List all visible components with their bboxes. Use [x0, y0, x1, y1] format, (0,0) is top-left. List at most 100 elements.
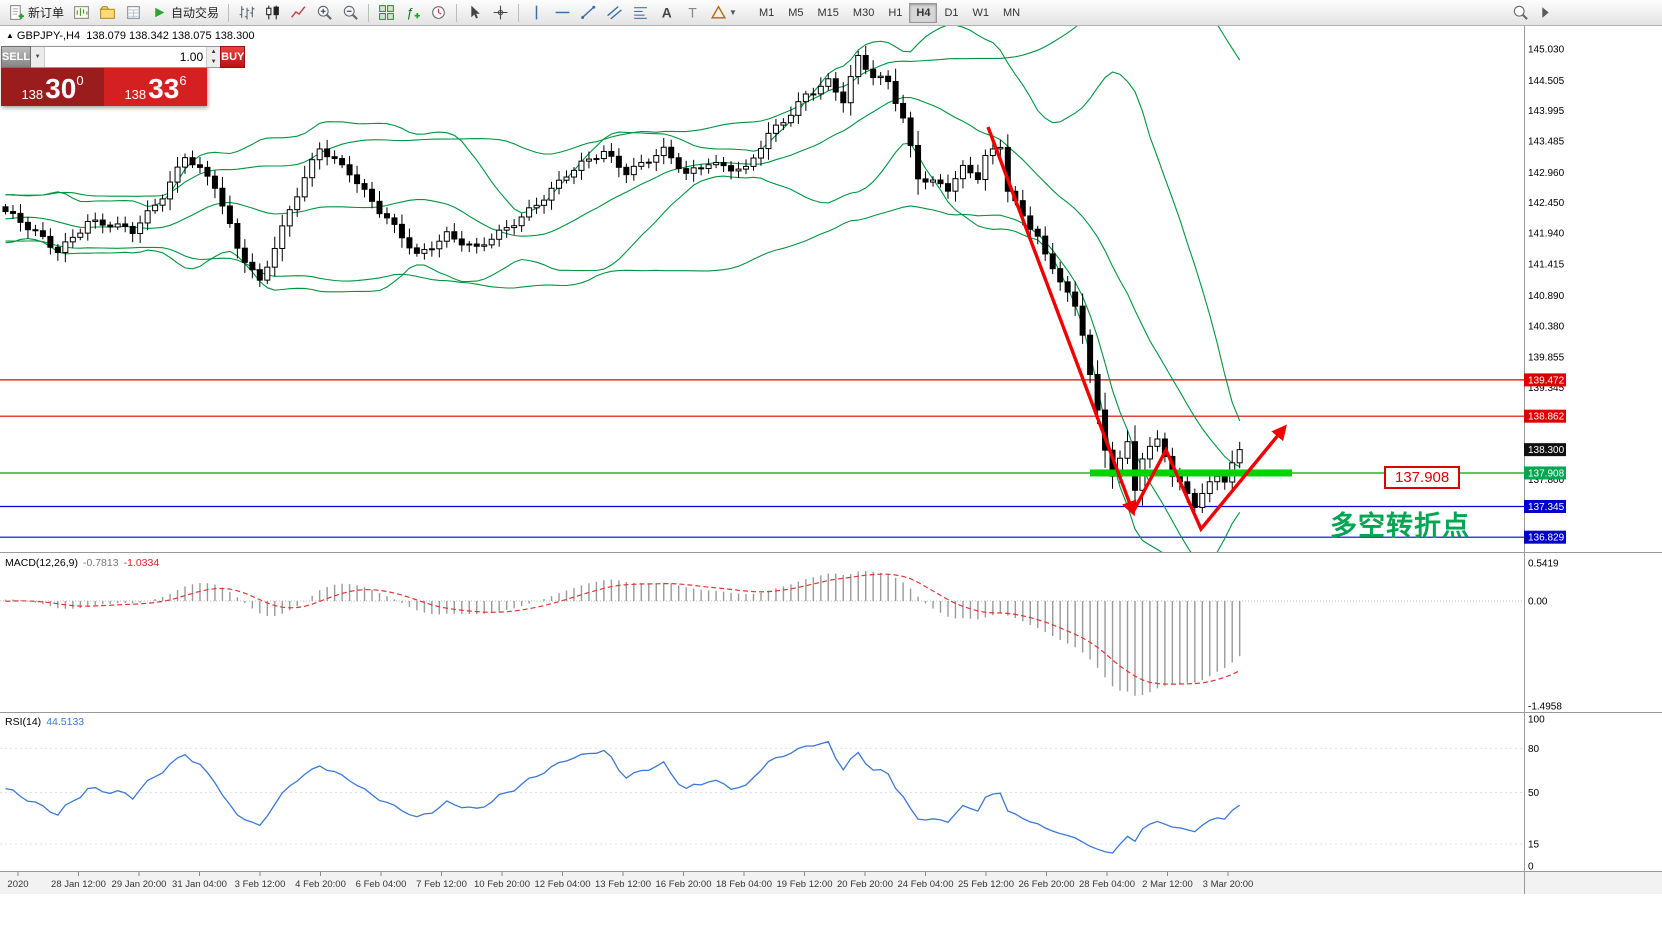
candlestick-chart-icon — [266, 5, 279, 20]
shapes-button[interactable]: ▼ — [706, 1, 741, 25]
fibonacci-icon — [634, 7, 647, 19]
macd-axis-label: 0.5419 — [1528, 559, 1559, 570]
price-axis-label: 140.380 — [1528, 321, 1565, 332]
trend-arrow-up[interactable] — [1131, 424, 1287, 533]
buy-price-sup: 6 — [179, 73, 187, 88]
toolbar: 新订单 自动交易 ƒ — [0, 0, 1662, 26]
timeframe-h4[interactable]: H4 — [909, 2, 938, 23]
support-highlight-bar[interactable] — [1090, 469, 1292, 477]
time-axis-label: 31 Jan 04:00 — [172, 879, 227, 890]
time-axis-label: 29 Jan 20:00 — [112, 879, 167, 890]
volume-input[interactable] — [45, 47, 207, 67]
equidistant-channel-button[interactable] — [602, 1, 627, 25]
time-axis-label: 10 Feb 20:00 — [474, 879, 530, 890]
zoom-out-button[interactable] — [338, 1, 363, 25]
profiles-button[interactable] — [95, 1, 120, 25]
text-label-icon: T — [688, 4, 697, 20]
sell-price-sup: 0 — [76, 73, 84, 88]
expand-button[interactable] — [1533, 1, 1558, 25]
cursor-button[interactable] — [462, 1, 487, 25]
one-click-trading-panel: SELL ▼ ▲ ▼ BUY 138 30 0 138 33 6 — [1, 46, 246, 106]
trend-arrow-down[interactable] — [986, 126, 1137, 517]
zoom-in-button[interactable] — [312, 1, 337, 25]
macd-label: MACD(12,26,9) -0.7813 -1.0334 — [5, 557, 159, 569]
line-chart-icon — [291, 6, 306, 18]
line-chart-button[interactable] — [286, 1, 311, 25]
volume-field: ▼ ▲ ▼ — [31, 46, 221, 68]
tile-windows-button[interactable] — [374, 1, 399, 25]
bollinger-band-line — [5, 205, 1192, 552]
timeframe-m5[interactable]: M5 — [788, 6, 804, 19]
trendline-button[interactable] — [576, 1, 601, 25]
time-axis-label: 24 Feb 04:00 — [898, 879, 954, 890]
indicator-list-button[interactable]: ƒ — [400, 1, 425, 25]
symbol-ohlc: 138.079 138.342 138.075 138.300 — [86, 30, 255, 42]
toolbar-right-group — [1508, 1, 1558, 25]
volume-down-button[interactable]: ▼ — [207, 57, 221, 67]
buy-price-display[interactable]: 138 33 6 — [104, 68, 207, 106]
timeframe-mn[interactable]: MN — [1003, 6, 1021, 19]
price-axis-label: 139.855 — [1528, 353, 1565, 364]
sell-button[interactable]: SELL — [1, 46, 32, 68]
time-axis-label: 19 Feb 12:00 — [777, 879, 833, 890]
time-axis-label: 4 Feb 20:00 — [295, 879, 346, 890]
svg-text:137.345: 137.345 — [1528, 502, 1565, 513]
trendline-icon — [581, 5, 596, 19]
price-axis-label: 142.450 — [1528, 198, 1565, 209]
vertical-line-button[interactable] — [524, 1, 549, 25]
rsi-value: 44.5133 — [46, 716, 85, 728]
rsi-axis-label: 100 — [1528, 715, 1545, 726]
price-axis-label: 137.800 — [1528, 475, 1565, 486]
macd-signal-value: -1.0334 — [123, 557, 160, 569]
macd-histogram — [4, 571, 1241, 696]
auto-trading-icon — [155, 7, 165, 18]
auto-trading-button[interactable]: 自动交易 — [147, 1, 223, 25]
search-button[interactable] — [1508, 1, 1533, 25]
new-order-button[interactable]: 新订单 — [4, 1, 68, 25]
crosshair-button[interactable] — [488, 1, 513, 25]
period-clock-icon — [432, 6, 445, 19]
fibonacci-button[interactable] — [628, 1, 653, 25]
price-tag — [1524, 466, 1566, 480]
time-axis-label: 16 Feb 20:00 — [656, 879, 712, 890]
timeframe-w1[interactable]: W1 — [972, 6, 990, 19]
auto-trading-label: 自动交易 — [171, 6, 220, 20]
svg-text:A: A — [662, 4, 672, 20]
timeframe-d1[interactable]: D1 — [944, 6, 959, 19]
period-clock-button[interactable] — [426, 1, 451, 25]
search-icon — [1513, 5, 1528, 20]
timeframe-h1[interactable]: H1 — [888, 6, 903, 19]
time-axis-label: 28 Feb 04:00 — [1079, 879, 1135, 890]
rsi-indicator-name: RSI(14) — [5, 716, 42, 728]
sell-price-display[interactable]: 138 30 0 — [1, 68, 104, 106]
chart-window-button[interactable] — [69, 1, 94, 25]
timeframe-m1[interactable]: M1 — [758, 6, 775, 19]
price-callout[interactable]: 137.908 — [1384, 466, 1461, 489]
one-click-collapse-icon[interactable]: ▲ — [6, 31, 14, 40]
buy-button[interactable]: BUY — [220, 46, 246, 68]
volume-dropdown-icon[interactable]: ▼ — [31, 47, 46, 67]
profiles-icon — [99, 6, 115, 19]
chart-annotation-text[interactable]: 多空转折点 — [1330, 511, 1470, 541]
time-axis-label: 12 Feb 04:00 — [535, 879, 591, 890]
volume-up-button[interactable]: ▲ — [207, 47, 221, 57]
price-axis-label: 145.030 — [1528, 45, 1565, 56]
svg-text:136.829: 136.829 — [1528, 533, 1565, 544]
bollinger-band-line — [5, 96, 1240, 468]
time-axis-label: 18 Feb 04:00 — [716, 879, 772, 890]
svg-text:139.472: 139.472 — [1528, 375, 1565, 386]
indicator-list-icon: ƒ — [406, 5, 420, 20]
new-order-icon — [10, 5, 24, 20]
horizontal-line-button[interactable] — [550, 1, 575, 25]
timeframe-m30[interactable]: M30 — [852, 6, 875, 19]
timeframe-m15[interactable]: M15 — [817, 6, 839, 19]
time-axis-label: 2 Mar 12:00 — [1142, 879, 1193, 890]
time-axis-label: 13 Feb 12:00 — [595, 879, 651, 890]
text-label-button[interactable]: T — [680, 1, 705, 25]
bar-chart-button[interactable] — [234, 1, 259, 25]
candlestick-chart-button[interactable] — [260, 1, 285, 25]
data-window-button[interactable] — [121, 1, 146, 25]
horizontal-line-icon — [555, 11, 570, 14]
text-button[interactable]: A — [654, 1, 679, 25]
